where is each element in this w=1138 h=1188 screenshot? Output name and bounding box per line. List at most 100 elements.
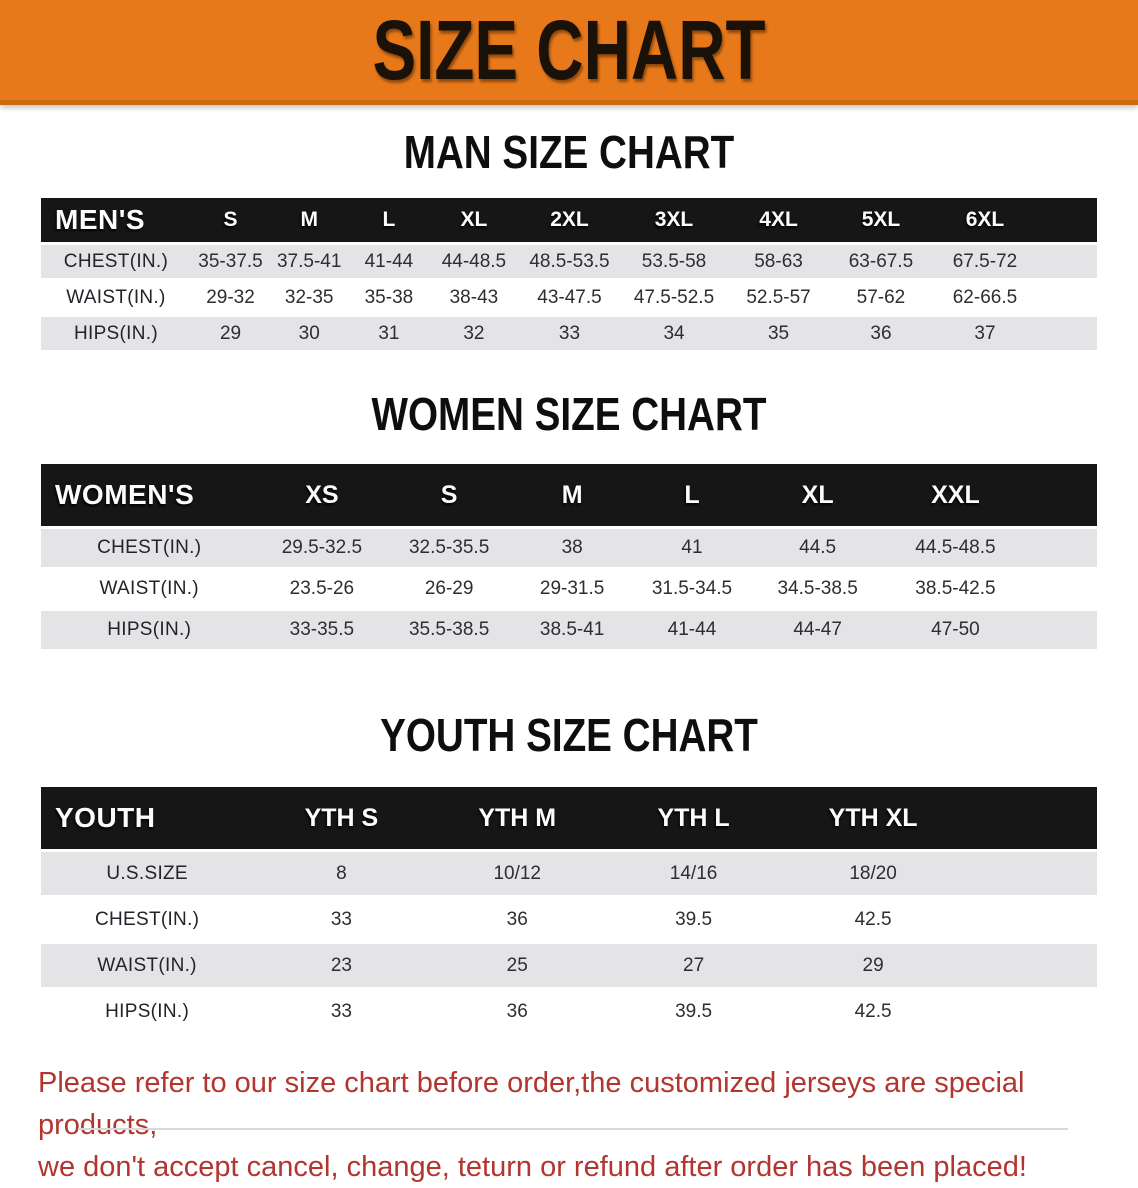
measurement-row: HIPS(IN.) 29 30 31 32 33 34 35 36 37 <box>41 317 1097 350</box>
size-column-header: YTH S <box>253 787 430 849</box>
row-filler <box>1037 281 1097 314</box>
size-column-header: 4XL <box>727 198 830 242</box>
size-column-header: M <box>511 464 633 526</box>
measurement-value: 38-43 <box>429 281 519 314</box>
measurement-value: 38 <box>511 529 633 567</box>
order-warning-text: Please refer to our size chart before or… <box>0 1062 1138 1188</box>
measurement-row-label: WAIST(IN.) <box>41 944 254 987</box>
measurement-value: 29-31.5 <box>511 570 633 608</box>
measurement-value: 41-44 <box>348 245 430 278</box>
measurement-value: 43-47.5 <box>518 281 621 314</box>
measurement-value: 32-35 <box>270 281 349 314</box>
measurement-row: U.S.SIZE 8 10/12 14/16 18/20 <box>41 852 1097 895</box>
measurement-row: CHEST(IN.) 35-37.5 37.5-41 41-44 44-48.5 48.5… <box>41 245 1097 278</box>
measurement-row-label: WAIST(IN.) <box>41 281 191 314</box>
order-warning-line-2: we don't accept cancel, change, teturn o… <box>38 1151 1027 1183</box>
group-label: MEN'S <box>41 198 191 242</box>
order-warning-line-1: Please refer to our size chart before or… <box>38 1067 1025 1141</box>
measurement-row-label: CHEST(IN.) <box>41 529 258 567</box>
size-chart-banner: SIZE CHART <box>0 0 1138 105</box>
row-filler <box>1037 245 1097 278</box>
row-filler <box>963 852 1097 895</box>
man-section-title: MAN SIZE CHART <box>403 126 735 178</box>
measurement-value: 36 <box>829 317 933 350</box>
measurement-value: 36 <box>429 898 605 941</box>
measurement-value: 41 <box>632 529 752 567</box>
measurement-value: 29 <box>782 944 964 987</box>
measurement-row-label: HIPS(IN.) <box>41 611 258 649</box>
measurement-value: 48.5-53.5 <box>518 245 621 278</box>
row-filler <box>963 990 1097 1033</box>
measurement-value: 18/20 <box>782 852 964 895</box>
measurement-row: HIPS(IN.) 33 36 39.5 42.5 <box>41 990 1097 1033</box>
measurement-row-label: U.S.SIZE <box>41 852 254 895</box>
measurement-value: 34 <box>620 317 728 350</box>
row-filler <box>963 898 1097 941</box>
bottom-divider <box>78 1128 1068 1130</box>
size-column-header: 6XL <box>932 198 1038 242</box>
measurement-value: 63-67.5 <box>829 245 933 278</box>
measurement-value: 39.5 <box>604 898 783 941</box>
measurement-value: 29.5-32.5 <box>257 529 387 567</box>
header-filler <box>1027 464 1097 526</box>
measurement-row-label: CHEST(IN.) <box>41 898 254 941</box>
measurement-row-label: CHEST(IN.) <box>41 245 191 278</box>
measurement-value: 33 <box>518 317 621 350</box>
measurement-value: 34.5-38.5 <box>751 570 884 608</box>
measurement-value: 47.5-52.5 <box>620 281 728 314</box>
mens-size-table: MEN'S S M L XL 2XL 3XL 4XL 5XL 6XL CHEST(IN.) 35-37… <box>41 195 1097 353</box>
size-column-header: YTH L <box>604 787 783 849</box>
measurement-value: 44-47 <box>751 611 884 649</box>
size-column-header: S <box>190 198 271 242</box>
measurement-value: 58-63 <box>727 245 830 278</box>
measurement-value: 57-62 <box>829 281 933 314</box>
measurement-value: 35-37.5 <box>190 245 271 278</box>
size-column-header: XL <box>429 198 519 242</box>
measurement-value: 53.5-58 <box>620 245 728 278</box>
measurement-row: CHEST(IN.) 29.5-32.5 32.5-35.5 38 41 44.5 44.5… <box>41 529 1097 567</box>
header-filler <box>1037 198 1097 242</box>
measurement-value: 38.5-41 <box>511 611 633 649</box>
measurement-value: 26-29 <box>386 570 512 608</box>
measurement-row-label: HIPS(IN.) <box>41 990 254 1033</box>
measurement-value: 52.5-57 <box>727 281 830 314</box>
measurement-value: 35 <box>727 317 830 350</box>
measurement-value: 31.5-34.5 <box>632 570 752 608</box>
womens-size-table: WOMEN'S XS S M L XL XXL CHEST(IN.) 29.5-32.5 32.5… <box>41 461 1097 652</box>
measurement-value: 25 <box>429 944 605 987</box>
size-column-header: YTH M <box>429 787 605 849</box>
measurement-value: 38.5-42.5 <box>883 570 1028 608</box>
measurement-row: HIPS(IN.) 33-35.5 35.5-38.5 38.5-41 41-44 44-… <box>41 611 1097 649</box>
measurement-value: 39.5 <box>604 990 783 1033</box>
measurement-value: 37 <box>932 317 1038 350</box>
measurement-row: CHEST(IN.) 33 36 39.5 42.5 <box>41 898 1097 941</box>
measurement-value: 32 <box>429 317 519 350</box>
measurement-value: 37.5-41 <box>270 245 349 278</box>
measurement-value: 33 <box>253 990 430 1033</box>
measurement-row: WAIST(IN.) 23.5-26 26-29 29-31.5 31.5-34.5 34… <box>41 570 1097 608</box>
measurement-value: 44.5 <box>751 529 884 567</box>
table-header-row: MEN'S S M L XL 2XL 3XL 4XL 5XL 6XL <box>41 198 1097 242</box>
measurement-value: 32.5-35.5 <box>386 529 512 567</box>
measurement-row-label: WAIST(IN.) <box>41 570 258 608</box>
measurement-row: WAIST(IN.) 29-32 32-35 35-38 38-43 43-47.5 47.… <box>41 281 1097 314</box>
youth-section-title: YOUTH SIZE CHART <box>380 709 758 761</box>
size-column-header: YTH XL <box>782 787 964 849</box>
measurement-value: 42.5 <box>782 898 964 941</box>
measurement-value: 33 <box>253 898 430 941</box>
measurement-value: 44-48.5 <box>429 245 519 278</box>
measurement-value: 31 <box>348 317 430 350</box>
measurement-value: 35.5-38.5 <box>386 611 512 649</box>
measurement-value: 10/12 <box>429 852 605 895</box>
measurement-value: 44.5-48.5 <box>883 529 1028 567</box>
row-filler <box>1037 317 1097 350</box>
row-filler <box>1027 611 1097 649</box>
row-filler <box>1027 570 1097 608</box>
size-column-header: 3XL <box>620 198 728 242</box>
measurement-value: 67.5-72 <box>932 245 1038 278</box>
measurement-value: 42.5 <box>782 990 964 1033</box>
size-column-header: S <box>386 464 512 526</box>
size-column-header: XS <box>257 464 387 526</box>
size-column-header: L <box>632 464 752 526</box>
measurement-value: 29 <box>190 317 271 350</box>
